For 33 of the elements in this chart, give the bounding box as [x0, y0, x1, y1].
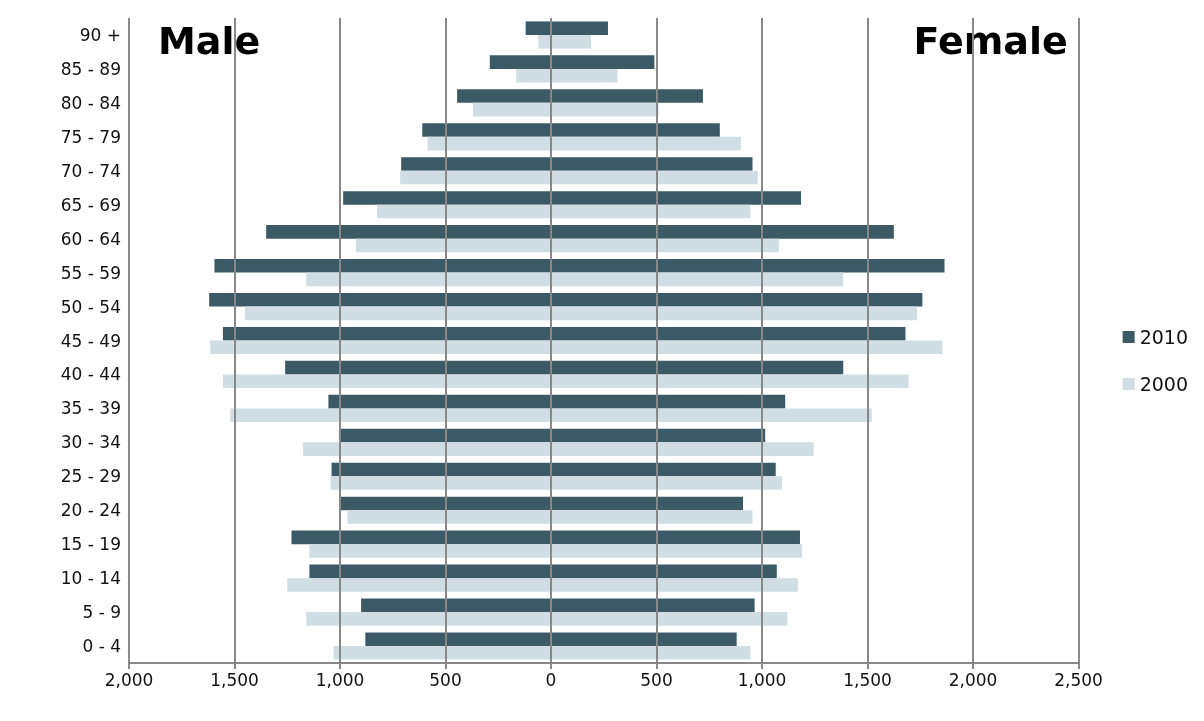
y-tick-label: 60 - 64: [60, 228, 121, 249]
y-tick-label: 40 - 44: [60, 364, 121, 385]
x-tick-label: 1,000: [315, 669, 365, 690]
x-tick-label: 2,000: [104, 669, 154, 690]
y-tick-label: 0 - 4: [82, 636, 121, 657]
y-tick-label: 90 +: [79, 24, 121, 45]
annotation: Female: [913, 19, 1068, 63]
y-tick-label: 10 - 14: [60, 568, 121, 589]
x-tick-label: 2,500: [1054, 669, 1103, 690]
x-tick-label: 500: [429, 669, 462, 690]
legend-label: 2000: [1139, 373, 1189, 395]
y-tick-label: 55 - 59: [60, 262, 121, 283]
y-tick-label: 35 - 39: [60, 398, 121, 419]
x-tick-label: 1,500: [843, 669, 892, 690]
legend-label: 2010: [1139, 326, 1189, 348]
y-tick-label: 20 - 24: [60, 500, 121, 521]
y-tick-label: 85 - 89: [60, 58, 121, 79]
y-tick-label: 75 - 79: [60, 126, 121, 147]
y-tick-label: 45 - 49: [60, 330, 121, 351]
y-tick-label: 70 - 74: [60, 160, 121, 181]
y-tick-label: 30 - 34: [60, 432, 121, 453]
y-tick-label: 25 - 29: [60, 466, 121, 487]
annotation: Male: [158, 19, 261, 63]
y-tick-label: 80 - 84: [60, 92, 121, 113]
y-tick-label: 65 - 69: [60, 194, 121, 215]
x-tick-label: 1,000: [737, 669, 787, 690]
x-tick-label: 1,500: [210, 669, 259, 690]
x-tick-label: 2,000: [948, 669, 998, 690]
y-tick-label: 50 - 54: [60, 296, 121, 317]
y-tick-label: 5 - 9: [82, 602, 121, 623]
y-tick-label: 15 - 19: [60, 534, 121, 555]
x-tick-label: 0: [545, 669, 557, 690]
x-tick-label: 500: [640, 669, 673, 690]
